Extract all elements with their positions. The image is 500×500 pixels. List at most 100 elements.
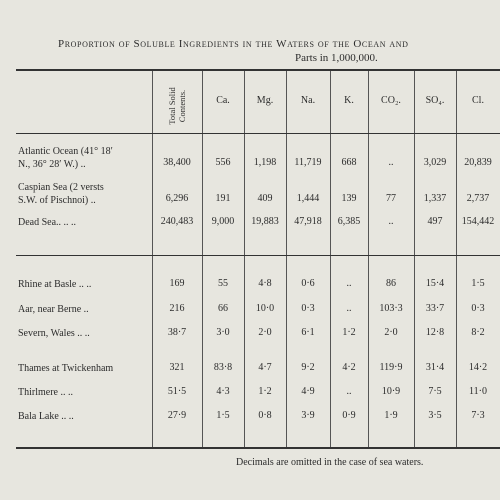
column-divider: [330, 134, 331, 255]
column-divider: [456, 134, 457, 255]
cell-so4: 1,337: [423, 193, 447, 204]
row-label-line: Atlantic Ocean (41° 18′: [18, 146, 113, 157]
cell-ca: 9,000: [211, 216, 235, 227]
cell-cl: 2,737: [466, 193, 490, 204]
cell-total-solid: 38·7: [167, 327, 187, 338]
column-header-co2: CO₂.: [381, 95, 401, 106]
cell-cl: 0·3: [471, 303, 485, 314]
table-footnote: Decimals are omitted in the case of sea …: [236, 457, 424, 468]
cell-ca: 3·0: [216, 327, 230, 338]
cell-k: 6,385: [337, 216, 361, 227]
column-divider: [414, 71, 415, 133]
column-divider: [244, 71, 245, 133]
table-subtitle: Parts in 1,000,000.: [295, 52, 378, 64]
cell-mg: 1,198: [253, 157, 277, 168]
cell-ca: 4·3: [216, 386, 230, 397]
cell-k: 139: [341, 193, 357, 204]
cell-k: 0·9: [342, 410, 356, 421]
cell-k: ..: [346, 303, 352, 314]
top-rule: [16, 69, 500, 71]
cell-k: 668: [341, 157, 357, 168]
cell-total-solid: 51·5: [167, 386, 187, 397]
header-rule: [16, 133, 500, 134]
cell-k: 1·2: [342, 327, 356, 338]
mid-rule: [16, 255, 500, 256]
cell-k: ..: [346, 386, 352, 397]
column-divider: [152, 256, 153, 447]
cell-mg: 0·8: [258, 410, 272, 421]
cell-k: ..: [346, 278, 352, 289]
cell-mg: 1·2: [258, 386, 272, 397]
row-label-line: Caspian Sea (2 versts: [18, 182, 104, 193]
cell-so4: 3·5: [428, 410, 442, 421]
row-label-line: Bala Lake .. ..: [18, 411, 74, 422]
column-divider: [330, 71, 331, 133]
cell-na: 11,719: [294, 157, 322, 168]
column-divider: [414, 256, 415, 447]
cell-na: 4·9: [301, 386, 315, 397]
cell-so4: 12·8: [425, 327, 445, 338]
row-label-line: Aar, near Berne ..: [18, 304, 89, 315]
cell-total-solid: 216: [169, 303, 185, 314]
column-divider: [330, 256, 331, 447]
cell-ca: 1·5: [216, 410, 230, 421]
cell-mg: 2·0: [258, 327, 272, 338]
row-label-line: Thirlmere .. ..: [18, 387, 73, 398]
cell-co2: 1·9: [384, 410, 398, 421]
cell-total-solid: 240,483: [160, 216, 194, 227]
cell-co2: 10·9: [381, 386, 401, 397]
cell-cl: 20,839: [464, 157, 492, 168]
column-divider: [368, 256, 369, 447]
column-header-mg: Mg.: [256, 95, 274, 106]
column-divider: [152, 134, 153, 255]
column-divider: [202, 134, 203, 255]
cell-co2: 86: [386, 278, 396, 289]
cell-co2: 77: [386, 193, 396, 204]
row-label: Thirlmere .. ..: [18, 386, 73, 399]
cell-ca: 191: [215, 193, 231, 204]
column-divider: [368, 134, 369, 255]
cell-mg: 4·7: [258, 362, 272, 373]
cell-na: 0·3: [301, 303, 315, 314]
row-label: Aar, near Berne ..: [18, 303, 89, 316]
cell-co2: 119·9: [379, 362, 403, 373]
cell-cl: 154,442: [461, 216, 495, 227]
table-title: Proportion of Soluble Ingredients in the…: [58, 38, 409, 50]
cell-so4: 15·4: [425, 278, 445, 289]
row-label: Bala Lake .. ..: [18, 410, 74, 423]
row-label-line: N., 36° 28′ W.) ..: [18, 159, 86, 170]
row-label: Severn, Wales .. ..: [18, 327, 90, 340]
cell-ca: 556: [215, 157, 231, 168]
cell-co2: ..: [388, 157, 394, 168]
row-label: Caspian Sea (2 versts S.W. of Pischnoi) .…: [18, 181, 104, 207]
column-divider: [286, 71, 287, 133]
row-label: Atlantic Ocean (41° 18′ N., 36° 28′ W.) .…: [18, 145, 113, 171]
column-divider: [456, 256, 457, 447]
column-divider: [244, 134, 245, 255]
cell-na: 1,444: [296, 193, 320, 204]
column-divider: [152, 71, 153, 133]
column-divider: [456, 71, 457, 133]
cell-cl: 8·2: [471, 327, 485, 338]
row-label-line: Severn, Wales .. ..: [18, 328, 90, 339]
cell-total-solid: 169: [169, 278, 185, 289]
cell-so4: 7·5: [428, 386, 442, 397]
cell-so4: 33·7: [425, 303, 445, 314]
cell-total-solid: 38,400: [163, 157, 191, 168]
cell-so4: 31·4: [425, 362, 445, 373]
cell-na: 0·6: [301, 278, 315, 289]
cell-k: 4·2: [342, 362, 356, 373]
column-header-na: Na.: [300, 95, 316, 106]
cell-mg: 409: [257, 193, 273, 204]
cell-ca: 55: [218, 278, 228, 289]
cell-co2: 2·0: [384, 327, 398, 338]
cell-so4: 3,029: [423, 157, 447, 168]
column-divider: [414, 134, 415, 255]
column-divider: [368, 71, 369, 133]
cell-so4: 497: [427, 216, 443, 227]
column-divider: [286, 256, 287, 447]
cell-na: 3·9: [301, 410, 315, 421]
cell-cl: 7·3: [471, 410, 485, 421]
cell-total-solid: 6,296: [165, 193, 189, 204]
cell-mg: 4·8: [258, 278, 272, 289]
